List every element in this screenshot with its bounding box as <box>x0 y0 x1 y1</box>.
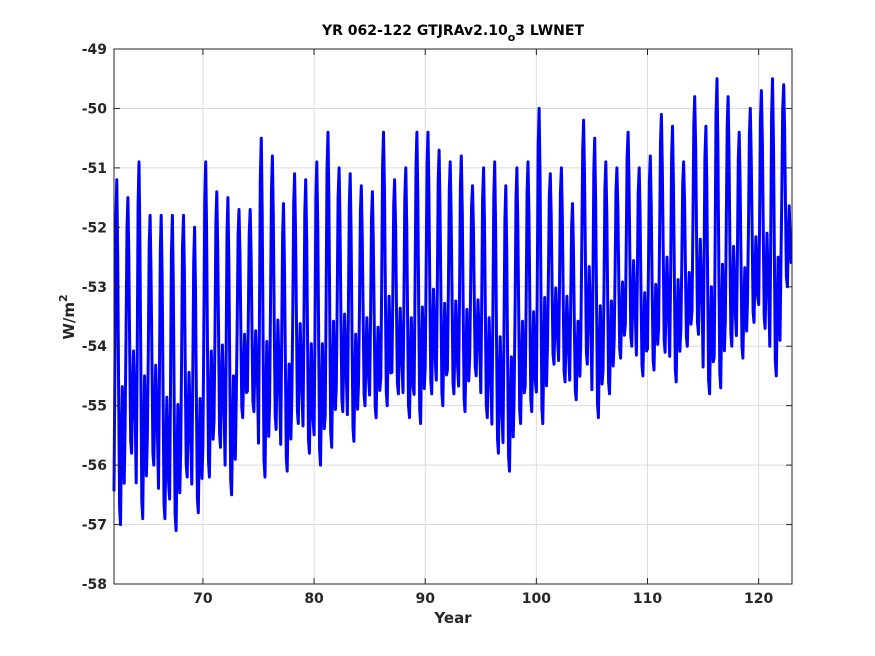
y-tick-label: -56 <box>82 458 107 474</box>
x-tick-label: 70 <box>193 591 213 607</box>
y-axis-label: W/m2 <box>57 294 78 339</box>
axes-box <box>113 48 793 585</box>
y-tick-label: -50 <box>82 101 108 117</box>
series-layer <box>112 77 793 532</box>
series-line <box>112 77 793 532</box>
title-tail: 3 LWNET <box>515 23 584 39</box>
x-tick-label: 100 <box>522 591 551 607</box>
x-tick-label: 90 <box>415 591 435 607</box>
y-tick-label: -49 <box>82 42 107 58</box>
x-tick-labels: 70 80 90 100 110 120 <box>193 591 773 607</box>
ticks <box>114 48 792 585</box>
y-axis-label-sup: 2 <box>57 294 70 302</box>
y-tick-label: -58 <box>82 577 107 593</box>
y-axis-label-base: W/m <box>60 302 78 340</box>
x-tick-label: 80 <box>304 591 324 607</box>
title-subscript: o <box>508 31 516 44</box>
y-tick-label: -53 <box>82 280 107 296</box>
x-axis-label: Year <box>433 609 472 627</box>
x-tick-label: 120 <box>744 591 773 607</box>
x-tick-label: 110 <box>633 591 662 607</box>
title-main: YR 062-122 GTJRAv2.10 <box>321 23 508 39</box>
y-tick-label: -55 <box>82 399 107 415</box>
chart-title: YR 062-122 GTJRAv2.10o3 LWNET <box>321 23 584 44</box>
y-tick-label: -54 <box>82 339 108 355</box>
y-tick-label: -57 <box>82 518 107 534</box>
y-tick-label: -51 <box>82 161 107 177</box>
y-tick-label: -52 <box>82 220 107 236</box>
y-tick-labels: -58 -57 -56 -55 -54 -53 -52 -51 -50 -49 <box>82 42 108 593</box>
